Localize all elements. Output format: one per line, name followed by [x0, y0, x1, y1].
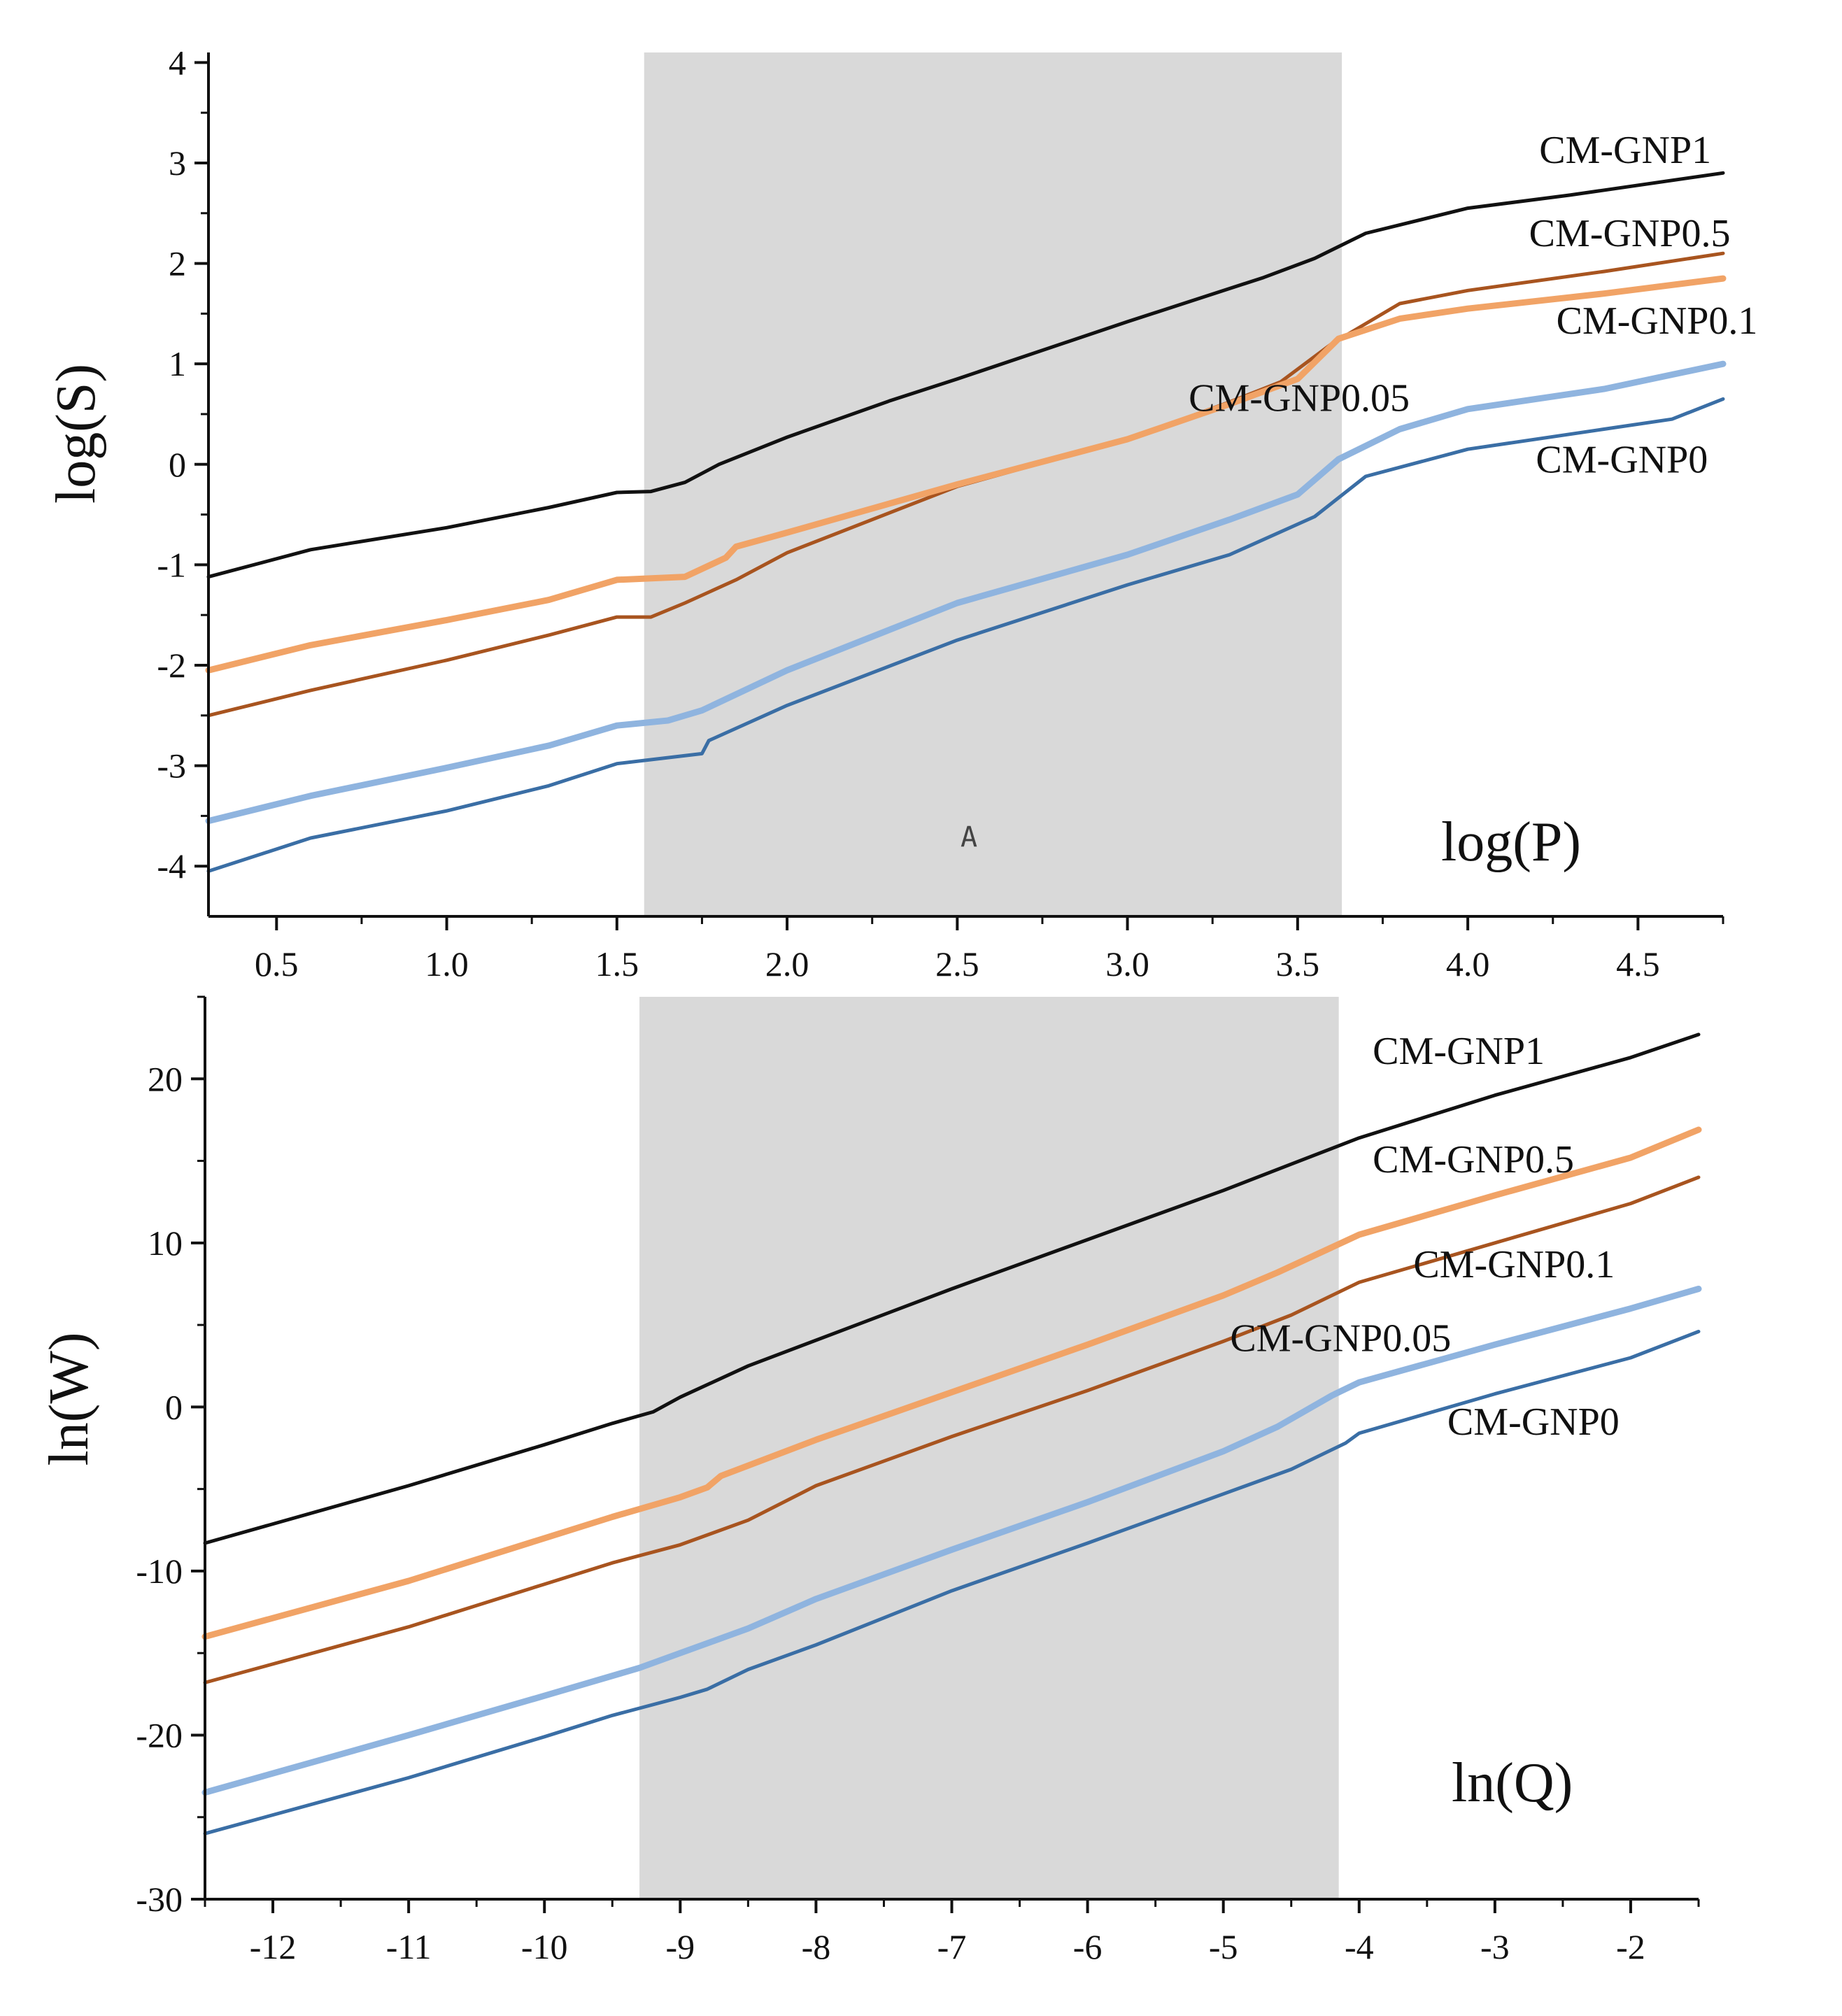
series-label: CM-GNP0.5 [1529, 212, 1731, 255]
series-line-cm-gnp0 [203, 1330, 1701, 1836]
series-label: CM-GNP1 [1373, 1030, 1545, 1073]
x-tick-label: -2 [1616, 1927, 1645, 1966]
y-tick-label: 2 [169, 244, 186, 283]
y-tick-label: -10 [136, 1552, 183, 1591]
y-tick-label: -4 [157, 846, 186, 886]
chart-bottom-panel: -12 -11 -10 -9 -8 -7 -6 -5 -4 -3 -2-30-20-1001020 … [38, 995, 1702, 1966]
x-tick-label: 4.5 [1616, 944, 1660, 984]
series-label: CM-GNP0 [1536, 438, 1708, 481]
chart-top-panel: 0.5 1.0 1.5 2.0 2.5 3.0 3.5 4.0 4.5 -4 -3 -2 -1 0 1 2 3 4… [45, 43, 1757, 984]
series-label: CM-GNP1 [1539, 129, 1711, 172]
series-line-cm-gnp0.05 [201, 1286, 1702, 1796]
series-label: CM-GNP0.1 [1413, 1243, 1615, 1286]
series-line-cm-gnp1 [206, 171, 1725, 579]
y-tick-label: 1 [169, 344, 186, 383]
highlight-region [639, 997, 1339, 1899]
series-labels-layer: CM-GNP1 CM-GNP0.5 CM-GNP0.1 CM-GNP0.05 CM-GN… [1230, 1030, 1619, 1444]
x-tick-label: -11 [386, 1927, 432, 1966]
series-label: CM-GNP0 [1447, 1400, 1620, 1444]
panel-annotation: A [961, 821, 977, 853]
y-tick-label: 3 [169, 143, 186, 183]
x-tick-label: -3 [1480, 1927, 1510, 1966]
x-tick-label: -9 [665, 1927, 695, 1966]
y-tick-label: 0 [165, 1387, 183, 1426]
x-tick-label: 1.5 [595, 944, 639, 984]
x-tick-label: 2.5 [935, 944, 979, 984]
series-line-cm-gnp1 [203, 1032, 1701, 1545]
x-tick-label: 1.0 [425, 944, 469, 984]
series-label: CM-GNP0.1 [1557, 299, 1758, 343]
y-tick-label: -30 [136, 1880, 183, 1919]
y-tick-label: 10 [148, 1223, 183, 1263]
y-axis-label: ln(W) [38, 1332, 100, 1465]
y-tick-label: -2 [157, 646, 186, 685]
x-tick-label: 2.0 [765, 944, 809, 984]
y-tick-label: -20 [136, 1715, 183, 1754]
x-tick-label: 4.0 [1446, 944, 1490, 984]
ticks-layer: -12 -11 -10 -9 -8 -7 -6 -5 -4 -3 -2 -30 -20 -10 0 10 20 [136, 995, 1700, 1966]
ticks-layer: 0.5 1.0 1.5 2.0 2.5 3.0 3.5 4.0 4.5 -4 -3 -2 -1 0 1 2 3 4 [157, 43, 1724, 984]
series-line-cm-gnp0.1 [205, 275, 1727, 674]
series-line-cm-gnp0.5 [201, 1126, 1702, 1640]
axes-layer [207, 52, 1723, 918]
y-tick-label: 4 [169, 43, 186, 82]
series-labels-layer: CM-GNP1 CM-GNP0.5 CM-GNP0.1 CM-GNP0.05 CM-GN… [1189, 129, 1757, 481]
x-tick-label: 0.5 [255, 944, 299, 984]
series-layer [201, 1032, 1702, 1836]
y-tick-label: -1 [157, 545, 186, 584]
series-label: CM-GNP0.05 [1189, 377, 1410, 420]
y-tick-label: -3 [157, 746, 186, 786]
x-tick-label: -8 [802, 1927, 831, 1966]
series-line-cm-gnp0.05 [205, 360, 1727, 825]
x-tick-label: -6 [1073, 1927, 1103, 1966]
x-tick-label: -7 [937, 1927, 967, 1966]
x-tick-label: -5 [1209, 1927, 1238, 1966]
y-tick-label: 0 [169, 445, 186, 484]
x-tick-label: -4 [1345, 1927, 1374, 1966]
x-tick-label: -10 [521, 1927, 568, 1966]
series-layer [205, 171, 1727, 873]
y-axis-label: log(S) [45, 364, 107, 504]
series-line-cm-gnp0 [206, 397, 1725, 873]
x-axis-label: log(P) [1441, 811, 1581, 873]
series-label: CM-GNP0.05 [1230, 1317, 1451, 1361]
x-axis-label: ln(Q) [1452, 1752, 1573, 1814]
y-tick-label: 20 [148, 1059, 183, 1098]
series-line-cm-gnp0.1 [203, 1175, 1701, 1684]
x-tick-label: 3.5 [1276, 944, 1320, 984]
x-tick-label: -12 [250, 1927, 297, 1966]
highlight-region [644, 52, 1342, 916]
series-line-cm-gnp0.5 [206, 251, 1725, 718]
series-label: CM-GNP0.5 [1373, 1138, 1574, 1181]
x-tick-label: 3.0 [1105, 944, 1149, 984]
